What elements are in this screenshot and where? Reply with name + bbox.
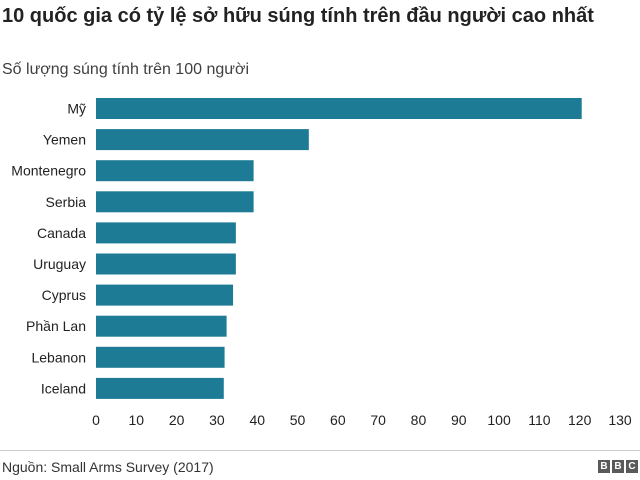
bar (96, 315, 227, 337)
x-tick-label: 80 (411, 412, 427, 428)
bar (96, 377, 224, 399)
x-tick-label: 120 (568, 412, 592, 428)
bar (96, 191, 254, 213)
bbc-logo: B B C (598, 460, 638, 473)
x-tick-label: 40 (249, 412, 265, 428)
category-label: Iceland (41, 380, 86, 396)
bar (96, 160, 254, 182)
category-label: Montenegro (11, 163, 86, 179)
bar-chart: Mỹ Yemen Montenegro Serbia Canada Uruguay Cypr… (11, 98, 632, 428)
category-label: Cyprus (42, 287, 86, 303)
x-tick-label: 130 (608, 412, 632, 428)
bar (96, 284, 234, 306)
x-tick-label: 70 (370, 412, 386, 428)
bbc-logo-letter: C (626, 460, 638, 473)
x-tick-label: 100 (487, 412, 511, 428)
bar (96, 129, 309, 151)
bar (96, 98, 582, 119)
x-tick-label: 0 (92, 412, 100, 428)
x-tick-label: 20 (169, 412, 185, 428)
x-tick-label: 10 (129, 412, 145, 428)
footer-divider (0, 450, 640, 451)
category-label: Phần Lan (26, 318, 86, 334)
chart-subtitle: Số lượng súng tính trên 100 người (2, 61, 249, 78)
category-label: Canada (37, 225, 86, 241)
x-tick-label: 60 (330, 412, 346, 428)
bar (96, 253, 236, 275)
category-label: Serbia (46, 194, 87, 210)
category-label: Mỹ (67, 101, 86, 117)
category-label: Uruguay (33, 256, 86, 272)
chart-title: 10 quốc gia có tỷ lệ sở hữu súng tính tr… (2, 5, 594, 27)
x-tick-label: 90 (451, 412, 467, 428)
x-tick-label: 50 (290, 412, 306, 428)
x-tick-label: 110 (528, 412, 551, 428)
category-label: Lebanon (31, 349, 86, 365)
category-label: Yemen (43, 132, 86, 148)
bbc-logo-letter: B (598, 460, 610, 473)
bbc-logo-letter: B (612, 460, 624, 473)
x-tick-label: 30 (209, 412, 225, 428)
bar (96, 222, 236, 244)
bar (96, 346, 225, 368)
source-note: Nguồn: Small Arms Survey (2017) (2, 459, 214, 475)
